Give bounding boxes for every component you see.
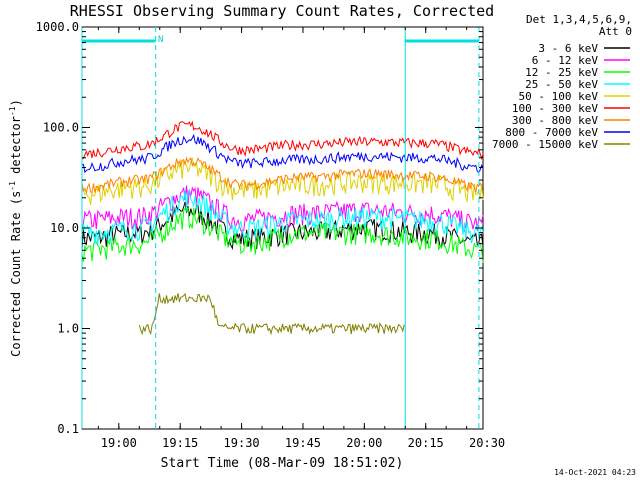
- series-line: [81, 185, 484, 234]
- legend-entry-label: 300 - 800 keV: [512, 114, 598, 127]
- series-line: [81, 156, 484, 195]
- legend-header-line2: Att 0: [599, 25, 632, 38]
- legend-entry-label: 100 - 300 keV: [512, 102, 598, 115]
- y-axis-label-sup1: -1: [8, 181, 17, 191]
- series-line: [81, 133, 484, 174]
- series-line: [81, 207, 484, 263]
- y-tick-label: 100.0: [43, 121, 79, 135]
- y-axis-label-end: ): [9, 99, 23, 106]
- y-axis-label-main: Corrected Count Rate (s: [9, 191, 23, 357]
- x-tick-label: 19:00: [101, 436, 137, 450]
- y-axis-label-mid: detector: [9, 116, 23, 181]
- series-line: [138, 292, 405, 336]
- legend-entry-label: 25 - 50 keV: [525, 78, 598, 91]
- legend-entry-label: 3 - 6 keV: [538, 42, 598, 55]
- y-tick-label: 10.0: [50, 221, 79, 235]
- x-tick-label: 19:15: [162, 436, 198, 450]
- x-tick-label: 19:30: [224, 436, 260, 450]
- legend-entry-label: 12 - 25 keV: [525, 66, 598, 79]
- render-timestamp: 14-Oct-2021 04:23: [554, 468, 636, 477]
- series-line: [81, 120, 484, 161]
- x-tick-label: 20:15: [408, 436, 444, 450]
- series-line: [81, 156, 484, 205]
- x-tick-label: 19:45: [285, 436, 321, 450]
- legend-entry-label: 7000 - 15000 keV: [492, 138, 598, 151]
- y-axis-label-sup2: -1: [8, 106, 17, 116]
- x-axis-label: Start Time (08-Mar-09 18:51:02): [161, 456, 404, 471]
- series-layer: [81, 120, 484, 336]
- legend-header-line1: Det 1,3,4,5,6,9,: [526, 13, 632, 26]
- chart-title: RHESSI Observing Summary Count Rates, Co…: [70, 2, 494, 20]
- y-tick-label: 0.1: [57, 422, 79, 436]
- y-tick-label: 1.0: [57, 322, 79, 336]
- y-axis-label: Corrected Count Rate (s-1 detector-1): [8, 99, 23, 357]
- x-tick-label: 20:00: [346, 436, 382, 450]
- legend-entry-label: 6 - 12 keV: [532, 54, 599, 67]
- night-annotation: N: [158, 35, 163, 45]
- tick-layer: 19:00 19:15 19:30 19:45 20:00 20:15 20:30 0.1 1.…: [36, 20, 506, 450]
- x-tick-label: 20:30: [469, 436, 505, 450]
- y-tick-label: 1000.0: [36, 20, 79, 34]
- legend-entry-label: 800 - 7000 keV: [505, 126, 598, 139]
- legend-entry-label: 50 - 100 keV: [519, 90, 599, 103]
- plot-area: 19:00 19:15 19:30 19:45 20:00 20:15 20:30 0.1 1.…: [36, 20, 506, 450]
- series-line: [81, 189, 484, 245]
